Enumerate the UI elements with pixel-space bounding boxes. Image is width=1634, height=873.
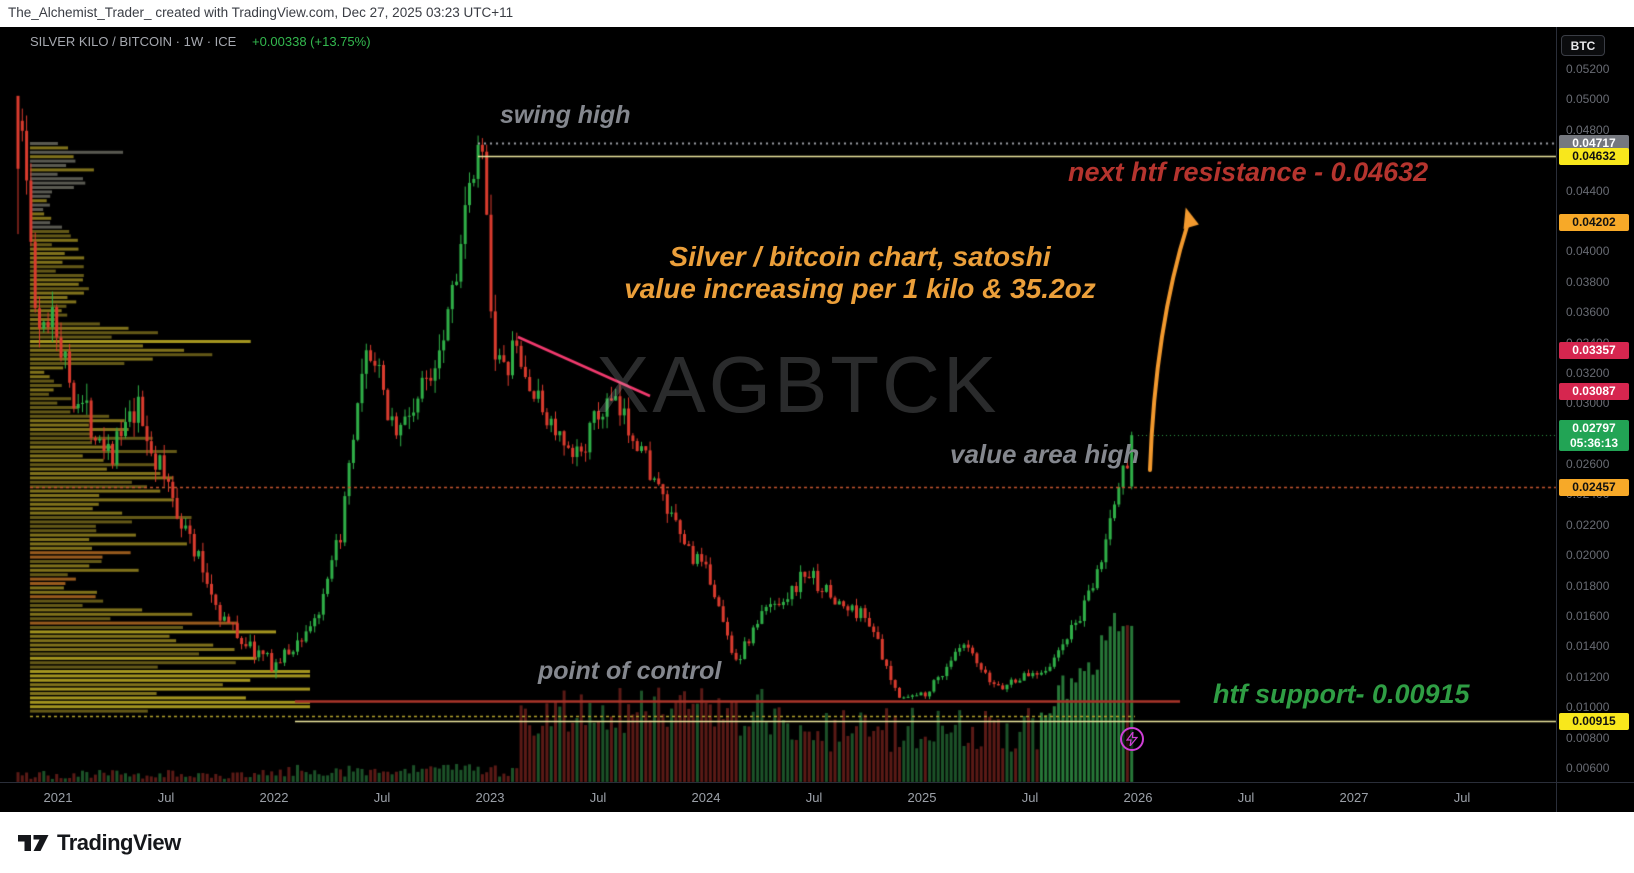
price-badge: 0.03357 <box>1559 342 1629 360</box>
price-tick: 0.02600 <box>1566 457 1610 472</box>
time-label: Jul <box>1453 790 1471 805</box>
lightning-bolt-icon <box>1126 732 1138 746</box>
annotation-point-of-control: point of control <box>538 657 722 685</box>
tradingview-logo-icon[interactable] <box>18 833 49 853</box>
price-change: +0.00338 (+13.75%) <box>251 34 371 49</box>
price-badge: 0.03087 <box>1559 383 1629 401</box>
time-label: Jul <box>589 790 607 805</box>
annotation-htf-support: htf support- 0.00915 <box>1213 679 1470 709</box>
price-badge: 0.00915 <box>1559 713 1629 731</box>
price-tick: 0.02200 <box>1566 517 1610 532</box>
price-tick: 0.00600 <box>1566 761 1610 776</box>
time-label: 2022 <box>259 790 289 805</box>
symbol-title: SILVER KILO / BITCOIN · 1W · ICE <box>30 34 237 49</box>
tradingview-brand-text[interactable]: TradingView <box>57 829 181 855</box>
time-label: 2025 <box>907 790 937 805</box>
attribution-text: The_Alchemist_Trader_ created with Tradi… <box>8 5 514 20</box>
annotation-value-area-high: value area high <box>950 439 1140 469</box>
price-badge: 0.04202 <box>1559 213 1629 231</box>
price-badge: 0.02797 05:36:13 <box>1559 420 1629 452</box>
price-tick: 0.03200 <box>1566 365 1610 380</box>
price-badge: 0.04717 <box>1559 135 1629 153</box>
annotation-center-note-line2: value increasing per 1 kilo & 35.2oz <box>624 273 1096 304</box>
symbol-watermark: XAGBTCK <box>596 340 1000 429</box>
time-label: Jul <box>373 790 391 805</box>
time-label: Jul <box>1237 790 1255 805</box>
time-axis[interactable]: 2021 Jul 2022 Jul 2023 Jul 2024 Jul 2025 Jul 2026 J… <box>0 782 1634 812</box>
price-tick: 0.02000 <box>1566 548 1610 563</box>
price-tick: 0.04000 <box>1566 244 1610 259</box>
time-label: Jul <box>157 790 175 805</box>
chart-region: 2021 Jul 2022 Jul 2023 Jul 2024 Jul 2025 Jul 2026 J… <box>0 27 1634 812</box>
price-tick: 0.00800 <box>1566 730 1610 745</box>
price-badge: 0.04632 <box>1559 148 1629 166</box>
currency-unit-button[interactable]: BTC <box>1561 35 1605 56</box>
price-badge: 0.02457 <box>1559 478 1629 496</box>
price-tick: 0.04400 <box>1566 183 1610 198</box>
price-tick: 0.01400 <box>1566 639 1610 654</box>
time-label: 2027 <box>1339 790 1369 805</box>
time-label: 2024 <box>691 790 721 805</box>
flash-boost-icon[interactable] <box>1120 727 1144 751</box>
annotation-center-note-line1: Silver / bitcoin chart, satoshi <box>669 241 1051 272</box>
price-tick: 0.01200 <box>1566 669 1610 684</box>
price-chart-canvas[interactable] <box>0 27 1634 812</box>
annotation-swing-high: swing high <box>500 101 631 129</box>
time-label: Jul <box>1021 790 1039 805</box>
price-tick: 0.01800 <box>1566 578 1610 593</box>
price-tick: 0.03800 <box>1566 274 1610 289</box>
footer-bar: TradingView <box>0 812 1634 873</box>
price-tick: 0.03600 <box>1566 305 1610 320</box>
price-axis[interactable] <box>1556 27 1634 812</box>
annotation-center-note: Silver / bitcoin chart, satoshi value in… <box>585 241 1135 305</box>
time-label: 2026 <box>1123 790 1153 805</box>
symbol-header: SILVER KILO / BITCOIN · 1W · ICE +0.0033… <box>30 34 371 49</box>
price-tick: 0.01000 <box>1566 700 1610 715</box>
price-tick: 0.05000 <box>1566 92 1610 107</box>
attribution-bar: The_Alchemist_Trader_ created with Tradi… <box>0 0 1634 27</box>
price-tick: 0.01600 <box>1566 609 1610 624</box>
price-tick: 0.04800 <box>1566 122 1610 137</box>
annotation-next-htf-resistance: next htf resistance - 0.04632 <box>1068 157 1429 187</box>
price-tick: 0.05200 <box>1566 62 1610 76</box>
time-label: Jul <box>805 790 823 805</box>
time-label: 2023 <box>475 790 505 805</box>
time-label: 2021 <box>43 790 73 805</box>
